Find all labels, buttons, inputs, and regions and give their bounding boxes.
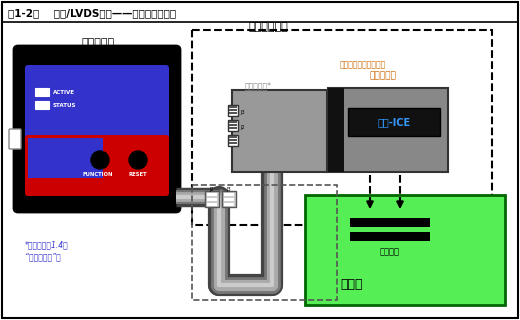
Bar bbox=[229, 109, 237, 111]
Bar bbox=[28, 138, 103, 178]
Bar bbox=[224, 203, 234, 206]
Bar bbox=[205, 191, 219, 207]
FancyBboxPatch shape bbox=[14, 46, 180, 212]
Text: ACTIVE: ACTIVE bbox=[53, 90, 75, 94]
Text: J2: J2 bbox=[240, 124, 244, 130]
FancyBboxPatch shape bbox=[25, 65, 169, 171]
Text: *另请参见第1.4节: *另请参见第1.4节 bbox=[25, 240, 69, 249]
Bar bbox=[229, 142, 237, 144]
Bar bbox=[350, 218, 430, 227]
Text: 高性能工具包: 高性能工具包 bbox=[248, 22, 288, 32]
Bar bbox=[228, 120, 238, 131]
Text: 高速接收板*: 高速接收板* bbox=[244, 82, 271, 91]
Bar bbox=[328, 88, 344, 172]
Text: J2: J2 bbox=[210, 187, 214, 191]
Circle shape bbox=[129, 151, 147, 169]
Bar bbox=[328, 88, 448, 172]
FancyBboxPatch shape bbox=[9, 129, 21, 149]
Bar bbox=[229, 106, 237, 108]
Text: 调试头或仿真头，来自: 调试头或仿真头，来自 bbox=[340, 60, 386, 69]
Bar bbox=[35, 88, 49, 96]
Bar bbox=[305, 195, 505, 305]
Bar bbox=[207, 203, 217, 206]
Bar bbox=[232, 90, 327, 172]
Bar bbox=[222, 191, 236, 207]
Text: J3: J3 bbox=[240, 109, 244, 115]
Text: 转接插座: 转接插座 bbox=[380, 247, 400, 257]
Text: “隔离器连接”。: “隔离器连接”。 bbox=[25, 252, 61, 261]
Bar bbox=[207, 198, 217, 201]
Text: FUNCTION: FUNCTION bbox=[82, 172, 112, 177]
Text: RESET: RESET bbox=[128, 172, 147, 177]
Bar bbox=[207, 193, 217, 196]
Bar bbox=[228, 105, 238, 116]
Text: 器件-ICE: 器件-ICE bbox=[378, 117, 411, 127]
Text: 扩展工具包: 扩展工具包 bbox=[370, 71, 397, 81]
FancyBboxPatch shape bbox=[25, 135, 169, 196]
Bar bbox=[229, 121, 237, 123]
Text: 仿真器主机: 仿真器主机 bbox=[82, 38, 114, 48]
Bar bbox=[229, 139, 237, 141]
Bar bbox=[192, 185, 337, 300]
Text: 图1-2：    高速/LVDS连接——调试头或仿真头: 图1-2： 高速/LVDS连接——调试头或仿真头 bbox=[8, 8, 176, 18]
Bar bbox=[229, 127, 237, 129]
Bar bbox=[192, 30, 492, 225]
Text: 目标板: 目标板 bbox=[340, 278, 362, 292]
Bar bbox=[229, 112, 237, 114]
Bar bbox=[350, 232, 430, 241]
Bar bbox=[224, 198, 234, 201]
Text: J3: J3 bbox=[227, 187, 231, 191]
Bar bbox=[348, 108, 440, 136]
Bar bbox=[35, 101, 49, 109]
Bar bbox=[229, 136, 237, 138]
Bar bbox=[228, 135, 238, 146]
Bar bbox=[224, 193, 234, 196]
Text: STATUS: STATUS bbox=[53, 102, 76, 108]
Circle shape bbox=[91, 151, 109, 169]
Bar bbox=[229, 124, 237, 126]
